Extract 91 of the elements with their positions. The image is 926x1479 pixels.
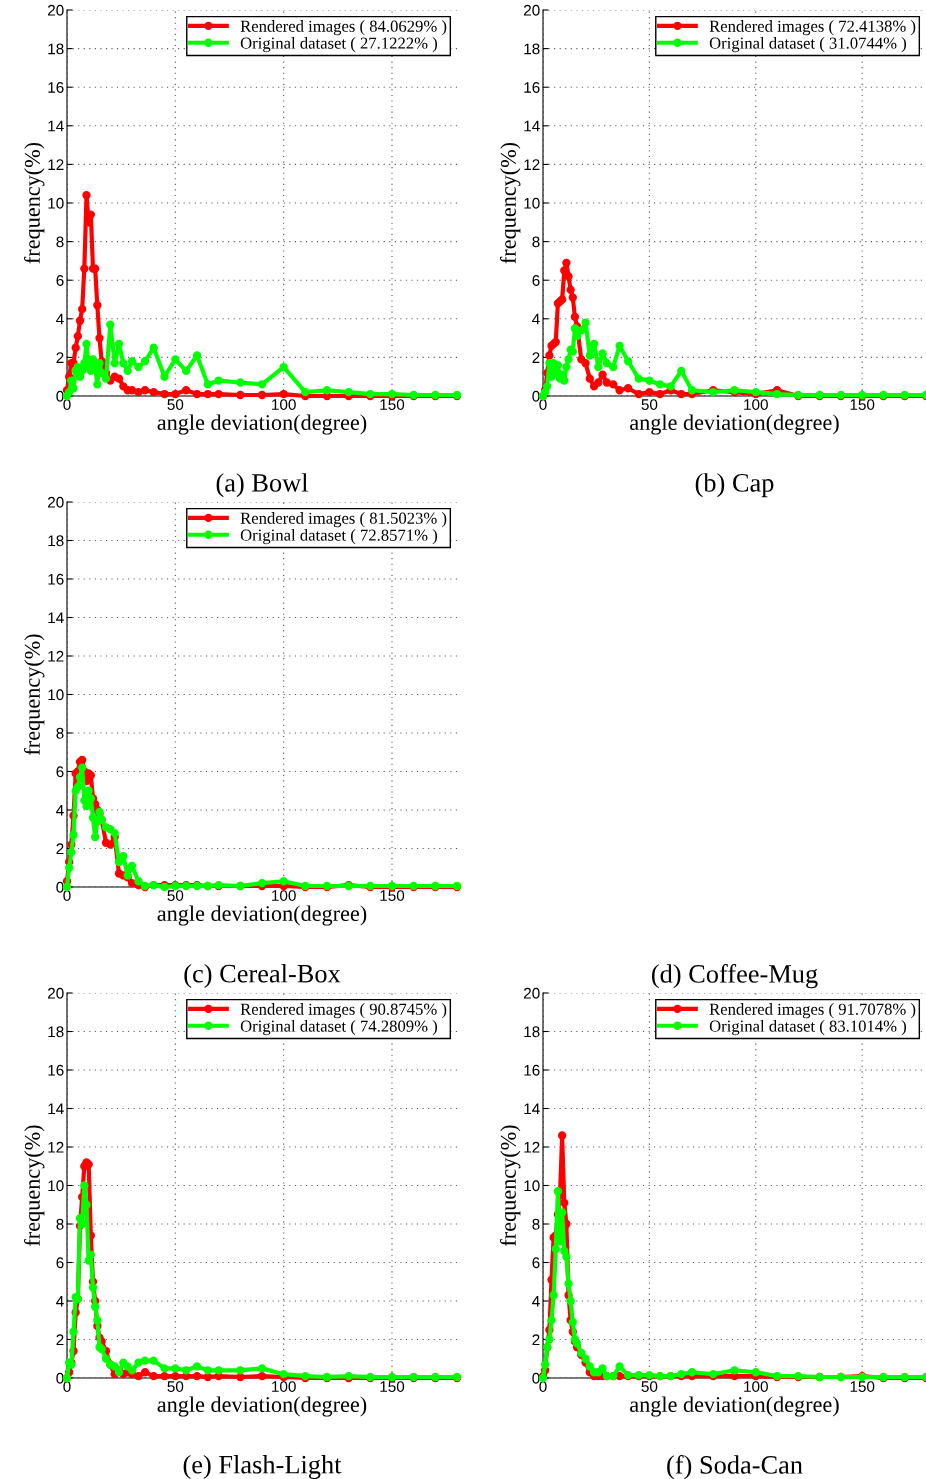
y-tick-label: 2 — [56, 1334, 64, 1346]
y-tick-label: 2 — [532, 352, 540, 363]
y-tick-label: 4 — [532, 1296, 540, 1307]
text: (c) Cereal-Box — [184, 964, 341, 988]
y-tick-label: 14 — [524, 120, 540, 132]
y-tick-label: 16 — [48, 573, 64, 585]
y-tick-label: 2 — [56, 352, 64, 363]
y-tick-label: 16 — [48, 82, 64, 93]
legend-label: Original dataset ( 74.2809% ) — [240, 1020, 438, 1036]
x-tick-label: 100 — [272, 1381, 296, 1392]
x-tick-label: 100 — [272, 399, 296, 410]
y-axis-title: frequency(%) — [500, 142, 521, 264]
y-tick-label: 14 — [48, 612, 64, 624]
y-axis-title: frequency(%) — [24, 142, 45, 264]
text: (e) Flash-Light — [183, 1455, 342, 1479]
x-axis-title: angle deviation(degree) — [157, 414, 367, 435]
y-tick-label: 4 — [56, 1296, 64, 1307]
y-tick-label: 14 — [524, 1103, 540, 1115]
y-tick-label: 4 — [532, 313, 540, 325]
y-tick-label: 2 — [532, 1334, 540, 1346]
y-tick-label: 18 — [524, 43, 540, 55]
x-tick-label: 100 — [744, 399, 768, 410]
y-tick-label: 4 — [56, 313, 64, 325]
y-tick-label: 6 — [532, 1257, 540, 1269]
text: (f) Soda-Can — [667, 1455, 803, 1479]
legend-label: Original dataset ( 72.8571% ) — [240, 529, 438, 545]
x-tick-label: 150 — [380, 399, 405, 410]
y-tick-label: 16 — [524, 82, 540, 93]
legend-label: Original dataset ( 31.0744% ) — [709, 37, 907, 53]
x-tick-label: 50 — [167, 399, 184, 410]
y-tick-label: 10 — [48, 689, 64, 701]
y-tick-label: 16 — [48, 1064, 64, 1076]
x-tick-label: 50 — [641, 1381, 658, 1392]
y-tick-label: 12 — [48, 650, 64, 662]
y-tick-label: 12 — [48, 159, 64, 170]
y-tick-label: 8 — [56, 727, 64, 739]
y-tick-label: 18 — [48, 535, 64, 547]
y-tick-label: 20 — [48, 987, 64, 999]
y-tick-label: 20 — [48, 4, 64, 16]
y-tick-label: 8 — [56, 1218, 64, 1230]
y-tick-label: 18 — [48, 1026, 64, 1038]
x-axis-title: angle deviation(degree) — [157, 1396, 367, 1417]
y-axis-title: frequency(%) — [24, 634, 45, 755]
y-tick-label: 14 — [48, 1103, 64, 1115]
y-tick-label: 14 — [48, 120, 64, 132]
y-tick-label: 8 — [56, 236, 64, 248]
text: (d) Coffee-Mug — [651, 964, 818, 989]
y-axis-title: frequency(%) — [24, 1125, 45, 1246]
y-tick-label: 6 — [56, 766, 64, 778]
y-tick-label: 8 — [532, 1218, 540, 1230]
y-tick-label: 12 — [524, 159, 540, 170]
y-tick-label: 20 — [48, 496, 64, 508]
text: (a) Bowl — [216, 473, 309, 498]
y-tick-label: 18 — [524, 1026, 540, 1038]
x-axis-title: angle deviation(degree) — [630, 1396, 839, 1417]
y-tick-label: 10 — [524, 197, 540, 209]
legend-label: Original dataset ( 27.1222% ) — [240, 37, 438, 53]
x-tick-label: 50 — [167, 890, 184, 901]
y-tick-label: 4 — [56, 805, 64, 816]
x-tick-label: 150 — [380, 890, 405, 901]
text: (b) Cap — [695, 473, 774, 498]
y-tick-label: 12 — [48, 1141, 64, 1153]
x-axis-title: angle deviation(degree) — [157, 905, 367, 926]
y-tick-label: 8 — [532, 236, 540, 248]
y-tick-label: 6 — [532, 275, 540, 286]
y-tick-label: 6 — [56, 275, 64, 286]
y-axis-title: frequency(%) — [500, 1125, 521, 1246]
x-axis-title: angle deviation(degree) — [630, 414, 839, 435]
y-tick-label: 2 — [56, 843, 64, 855]
y-tick-label: 10 — [524, 1180, 540, 1192]
y-tick-label: 10 — [48, 197, 64, 209]
x-tick-label: 50 — [641, 399, 658, 410]
y-tick-label: 16 — [524, 1064, 540, 1076]
legend-label: Rendered images ( 90.8745% ) — [240, 1003, 447, 1019]
legend-label: Rendered images ( 91.7078% ) — [709, 1003, 916, 1019]
legend-label: Rendered images ( 81.5023% ) — [240, 512, 447, 528]
legend-label: Original dataset ( 83.1014% ) — [709, 1020, 907, 1036]
y-tick-label: 18 — [48, 43, 64, 55]
legend-label: Rendered images ( 84.0629% ) — [240, 20, 447, 36]
x-tick-label: 100 — [272, 890, 296, 901]
x-tick-label: 150 — [380, 1381, 405, 1392]
x-tick-label: 150 — [850, 1381, 875, 1392]
y-tick-label: 20 — [524, 4, 540, 16]
y-tick-label: 20 — [524, 987, 540, 999]
legend-label: Rendered images ( 72.4138% ) — [709, 20, 916, 36]
y-tick-label: 12 — [524, 1141, 540, 1153]
y-tick-label: 6 — [56, 1257, 64, 1269]
x-tick-label: 150 — [850, 399, 875, 410]
x-tick-label: 50 — [167, 1381, 184, 1392]
y-tick-label: 10 — [48, 1180, 64, 1192]
x-tick-label: 100 — [744, 1381, 768, 1392]
